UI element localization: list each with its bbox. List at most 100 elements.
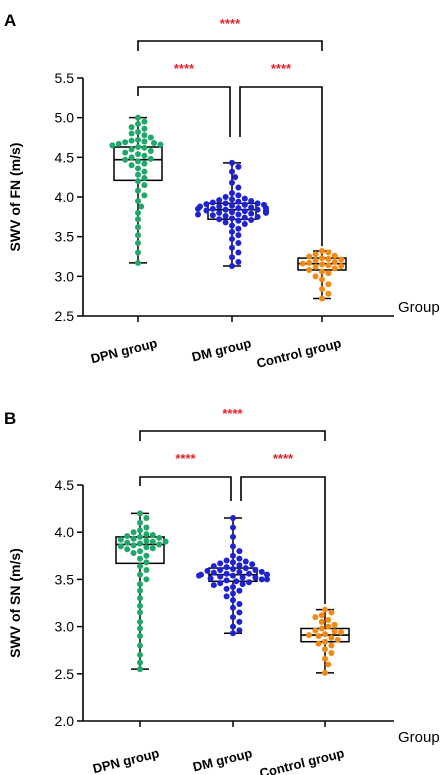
data-point [210,582,217,589]
data-point [230,533,236,540]
data-point [319,247,325,254]
y-tick-label: 3.5 [55,571,75,587]
data-point [331,628,338,635]
data-point [195,205,201,212]
data-point [319,255,325,262]
x-tick-label: DM group [190,335,253,364]
data-point [135,144,141,151]
data-point [322,669,328,676]
data-point [149,538,156,545]
data-point [249,561,256,568]
data-point [258,568,265,575]
data-point [235,232,242,239]
data-point [235,205,242,212]
data-point [235,240,242,247]
data-point [338,256,345,263]
data-point [143,576,150,583]
data-point [222,206,229,213]
data-point [143,544,150,551]
data-point [325,255,332,262]
data-point [137,510,143,517]
data-point [195,211,201,218]
y-tick-label: 4.5 [55,477,75,493]
data-point [236,600,243,607]
data-point [236,548,243,555]
y-tick-label: 3.0 [55,268,75,284]
data-point [135,165,141,172]
data-point [156,541,163,548]
data-point [318,612,325,619]
data-point [312,251,319,258]
data-point [242,565,249,572]
y-axis-label: SWV of SN (m/s) [7,548,23,658]
data-point [322,646,328,653]
data-point [162,538,169,545]
data-point [254,206,261,213]
significance-label: **** [271,61,292,76]
data-point [248,197,255,204]
data-point [328,650,335,657]
data-point [137,609,143,616]
data-point [312,257,319,264]
data-point [229,209,235,216]
data-point [143,566,150,573]
data-point [137,571,143,578]
data-point [325,281,332,288]
data-point [222,194,229,200]
data-point [230,524,236,531]
data-point [325,290,332,297]
data-point [137,587,143,594]
data-point [135,171,141,178]
significance-bracket [139,476,232,501]
data-point [135,136,141,143]
data-point [230,543,236,550]
y-tick-label: 2.5 [55,666,75,682]
data-point [232,174,239,181]
data-point [137,519,143,526]
data-point [135,232,141,239]
data-point [141,174,148,181]
data-point [141,118,148,125]
data-point [233,578,240,585]
data-point [135,158,141,165]
significance-bracket [137,86,231,137]
data-point [137,527,143,534]
y-tick-label: 2.0 [55,713,75,729]
data-point [254,200,261,207]
data-point [306,266,313,273]
data-point [328,642,335,649]
data-point [217,573,224,580]
data-point [128,137,135,144]
significance-label: **** [273,451,294,466]
data-point [141,182,148,189]
data-point [241,220,248,227]
data-point [230,590,236,597]
data-point [135,128,141,135]
data-point [338,629,344,636]
data-point [235,217,242,224]
y-tick-label: 4.0 [55,189,75,205]
data-point [306,253,313,260]
data-point [130,542,137,549]
x-axis-label: Group [398,299,440,316]
data-point [124,546,131,553]
data-point [157,141,164,148]
data-point [229,168,235,175]
data-point [252,574,259,581]
data-point [252,566,259,573]
data-point [236,618,243,625]
y-axis-label: SWV of FN (m/s) [7,143,23,252]
data-point [203,207,210,214]
data-point [128,124,135,131]
data-point [217,560,224,567]
data-point [143,524,150,531]
x-tick-label: DPN group [91,745,161,775]
data-point [312,627,319,634]
data-point [312,273,319,280]
data-point [210,563,217,570]
data-point [216,216,223,223]
data-point [117,536,124,543]
data-point [135,209,141,216]
data-point [325,249,332,256]
